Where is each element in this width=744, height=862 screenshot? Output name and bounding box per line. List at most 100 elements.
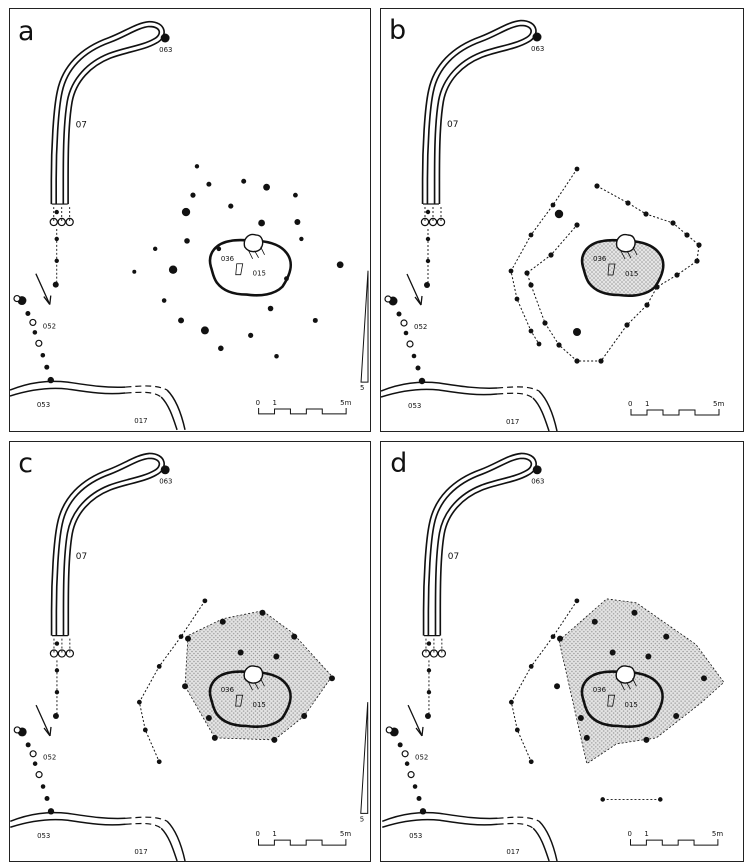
ditch-053-lower bbox=[10, 387, 126, 397]
pit-015 bbox=[208, 238, 293, 297]
posthole bbox=[25, 742, 31, 748]
label-052: 052 bbox=[415, 754, 428, 762]
scale-bar bbox=[630, 839, 719, 846]
open-posthole bbox=[29, 318, 37, 327]
label-015: 015 bbox=[625, 701, 638, 709]
posthole bbox=[301, 713, 308, 720]
label-063: 063 bbox=[531, 45, 544, 53]
label-036: 036 bbox=[221, 255, 234, 263]
post-line bbox=[510, 600, 578, 762]
posthole bbox=[312, 317, 318, 323]
pit-015 bbox=[208, 670, 292, 728]
north-label: 5 bbox=[360, 815, 364, 823]
posthole bbox=[54, 209, 59, 215]
ditch-053-upper bbox=[10, 380, 126, 391]
ditch-053-lower bbox=[381, 388, 498, 398]
label-07: 07 bbox=[76, 121, 87, 131]
posthole-063 bbox=[160, 465, 170, 475]
posthole bbox=[142, 727, 148, 733]
posthole bbox=[205, 715, 212, 722]
open-posthole bbox=[13, 294, 21, 303]
ditch-053-upper bbox=[382, 811, 498, 822]
posthole bbox=[583, 734, 590, 741]
ditch-017-dashed bbox=[496, 386, 540, 399]
ditch-07-fill bbox=[52, 454, 164, 636]
open-posthole bbox=[49, 217, 58, 227]
scale-end: 5m bbox=[712, 830, 723, 838]
posthole bbox=[219, 618, 226, 625]
pit-036-hatch bbox=[248, 678, 265, 691]
posthole bbox=[424, 713, 431, 720]
posthole-063 bbox=[532, 32, 542, 42]
features: 07 063 052 053 017 036 015 5 0 1 5m bbox=[10, 20, 369, 431]
open-posthole bbox=[436, 217, 446, 227]
pit-015 bbox=[580, 670, 664, 728]
posthole bbox=[528, 232, 534, 238]
plan-drawing: d 07 063 052 053 017 036 015 0 1 5m bbox=[382, 448, 725, 861]
posthole bbox=[206, 181, 212, 187]
open-posthole bbox=[407, 771, 415, 779]
posthole bbox=[643, 736, 650, 743]
ditch-07-fill bbox=[52, 22, 164, 205]
posthole bbox=[645, 653, 652, 660]
open-posthole bbox=[406, 340, 414, 348]
ditch-053-lower bbox=[382, 818, 498, 828]
posthole bbox=[44, 795, 50, 801]
posthole bbox=[643, 211, 649, 217]
posthole bbox=[259, 609, 266, 616]
posthole bbox=[202, 598, 208, 604]
label-036: 036 bbox=[593, 255, 607, 263]
open-posthole bbox=[35, 339, 43, 347]
label-017: 017 bbox=[134, 417, 147, 425]
posthole bbox=[574, 598, 580, 604]
label-015: 015 bbox=[253, 270, 266, 278]
open-posthole bbox=[421, 649, 431, 658]
label-07: 07 bbox=[447, 120, 458, 130]
open-posthole bbox=[35, 771, 43, 779]
posthole bbox=[181, 207, 191, 217]
posthole bbox=[426, 690, 432, 695]
posthole bbox=[508, 268, 514, 274]
pit-036-hatch bbox=[620, 678, 637, 691]
posthole bbox=[294, 219, 301, 225]
posthole bbox=[514, 727, 520, 733]
posthole bbox=[156, 664, 162, 669]
posthole bbox=[425, 209, 431, 215]
posthole bbox=[694, 258, 700, 264]
label-07: 07 bbox=[76, 552, 87, 562]
panel-a: a 07 063 052 053 017 036 015 5 0 1 5m bbox=[9, 8, 371, 432]
feature-036 bbox=[235, 694, 244, 707]
open-posthole bbox=[385, 726, 393, 734]
posthole bbox=[542, 320, 548, 326]
posthole bbox=[528, 328, 534, 334]
pit-036-knob bbox=[615, 233, 636, 253]
north-label: 5 bbox=[360, 384, 364, 392]
open-posthole bbox=[65, 217, 74, 227]
posthole bbox=[284, 276, 289, 282]
north-arrow-icon bbox=[360, 270, 369, 383]
posthole bbox=[624, 322, 630, 328]
feature-036 bbox=[607, 263, 616, 276]
posthole bbox=[190, 192, 196, 198]
posthole bbox=[248, 332, 254, 338]
scale-end: 5m bbox=[340, 830, 351, 838]
panel-label: c bbox=[18, 448, 33, 479]
feature-036 bbox=[235, 263, 244, 276]
posthole bbox=[644, 302, 650, 308]
posthole bbox=[336, 261, 344, 269]
posthole bbox=[528, 282, 534, 288]
scale-mid: 1 bbox=[645, 400, 649, 408]
posthole bbox=[673, 713, 680, 720]
arrow-head bbox=[43, 295, 52, 305]
posthole bbox=[577, 715, 584, 722]
posthole bbox=[228, 203, 234, 209]
posthole bbox=[271, 736, 278, 743]
posthole bbox=[574, 222, 580, 228]
scale-mid: 1 bbox=[273, 399, 277, 407]
label-036: 036 bbox=[221, 686, 234, 694]
posthole bbox=[52, 713, 59, 720]
open-posthole bbox=[57, 217, 66, 227]
posthole bbox=[574, 358, 580, 364]
posthole bbox=[684, 232, 690, 238]
posthole bbox=[397, 742, 403, 748]
